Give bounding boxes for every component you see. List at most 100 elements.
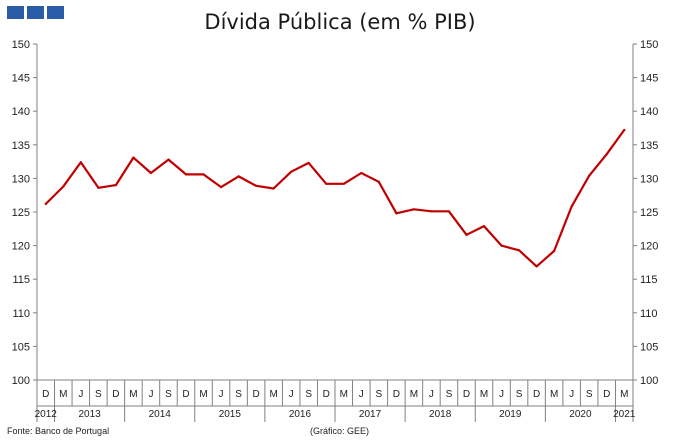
year-label: 2017: [359, 409, 382, 420]
data-point: [219, 186, 223, 189]
data-point: [44, 202, 47, 206]
x-tick-label: D: [323, 389, 330, 400]
y-tick-label-left: 145: [12, 73, 30, 85]
data-point: [535, 265, 538, 268]
year-label: 2019: [499, 409, 522, 420]
x-tick-label: M: [199, 389, 207, 400]
x-tick-label: D: [253, 389, 260, 400]
data-point: [114, 184, 117, 187]
x-tick-label: S: [586, 389, 593, 400]
debt-series-line: [44, 128, 626, 268]
y-tick-label-right: 135: [640, 140, 658, 152]
y-tick-label-left: 150: [12, 39, 30, 51]
y-tick-label-left: 140: [12, 106, 30, 118]
y-tick-label-left: 120: [12, 241, 30, 253]
x-tick-label: D: [393, 389, 400, 400]
year-label: 2018: [429, 409, 452, 420]
data-point: [588, 174, 591, 177]
logo-block: [27, 6, 44, 19]
data-point: [307, 161, 310, 165]
x-tick-label: S: [235, 389, 242, 400]
x-tick-label: J: [359, 389, 364, 400]
x-tick-label: S: [165, 389, 172, 400]
year-label: 2020: [569, 409, 592, 420]
y-tick-label-right: 150: [640, 39, 658, 51]
data-point: [570, 205, 573, 208]
logo-block: [47, 6, 64, 19]
data-point: [272, 187, 275, 190]
y-tick-label-right: 140: [640, 106, 658, 118]
data-point: [202, 173, 205, 176]
year-label: 2015: [219, 409, 242, 420]
x-tick-label: J: [429, 389, 434, 400]
data-point: [167, 158, 170, 161]
x-tick-label: D: [533, 389, 540, 400]
y-tick-label-right: 125: [640, 207, 658, 219]
x-tick-label: J: [569, 389, 574, 400]
x-tick-label: D: [112, 389, 119, 400]
year-label: 2014: [149, 409, 172, 420]
source-note: Fonte: Banco de Portugal: [7, 426, 110, 436]
y-tick-label-right: 130: [640, 173, 658, 185]
y-tick-label-left: 125: [12, 207, 30, 219]
data-point: [237, 175, 240, 178]
x-tick-label: S: [446, 389, 453, 400]
y-tick-label-right: 105: [640, 341, 658, 353]
data-point: [500, 244, 503, 247]
data-point: [62, 185, 65, 188]
x-tick-label: M: [340, 389, 348, 400]
x-tick-label: M: [269, 389, 277, 400]
x-tick-label: M: [59, 389, 67, 400]
y-tick-label-right: 120: [640, 241, 658, 253]
year-label: 2016: [289, 409, 312, 420]
y-tick-label-right: 100: [640, 375, 658, 387]
data-point: [149, 171, 153, 175]
data-point: [605, 153, 608, 156]
x-tick-label: D: [463, 389, 470, 400]
y-tick-label-left: 135: [12, 140, 30, 152]
data-point: [79, 161, 82, 164]
x-tick-label: M: [480, 389, 488, 400]
data-point: [430, 210, 433, 213]
data-point: [517, 249, 521, 252]
institution-logo-icon: [7, 6, 64, 19]
y-tick-label-right: 115: [640, 274, 658, 286]
y-tick-label-left: 130: [12, 173, 30, 185]
data-point: [395, 212, 398, 215]
x-tick-label: D: [603, 389, 610, 400]
y-tick-label-left: 100: [12, 375, 30, 387]
data-point: [553, 249, 556, 253]
data-point: [184, 173, 188, 176]
x-tick-label: M: [129, 389, 137, 400]
logo-block: [7, 6, 24, 19]
x-tick-label: D: [42, 389, 49, 400]
data-point: [465, 233, 468, 236]
x-tick-label: S: [305, 389, 312, 400]
chart-title: Dívida Pública (em % PIB): [204, 10, 476, 34]
y-tick-label-left: 110: [12, 308, 30, 320]
data-point: [482, 225, 486, 228]
year-label: 2013: [78, 409, 101, 420]
x-tick-label: J: [499, 389, 504, 400]
data-point: [290, 170, 293, 173]
x-tick-label: J: [148, 389, 153, 400]
year-label: 2021: [613, 409, 636, 420]
x-tick-label: S: [95, 389, 102, 400]
y-tick-label-right: 110: [640, 308, 658, 320]
data-point: [412, 208, 415, 211]
x-tick-label: J: [78, 389, 83, 400]
x-tick-label: M: [410, 389, 418, 400]
x-tick-label: S: [375, 389, 382, 400]
chart-credit: (Gráfico: GEE): [310, 426, 370, 436]
x-tick-label: M: [550, 389, 558, 400]
x-tick-label: M: [620, 389, 628, 400]
data-point: [97, 186, 100, 189]
data-point: [342, 182, 345, 185]
x-tick-label: S: [516, 389, 523, 400]
x-tick-label: J: [219, 389, 224, 400]
data-point: [255, 184, 258, 187]
data-point: [360, 171, 363, 175]
data-point: [325, 182, 328, 185]
data-point: [377, 180, 380, 183]
